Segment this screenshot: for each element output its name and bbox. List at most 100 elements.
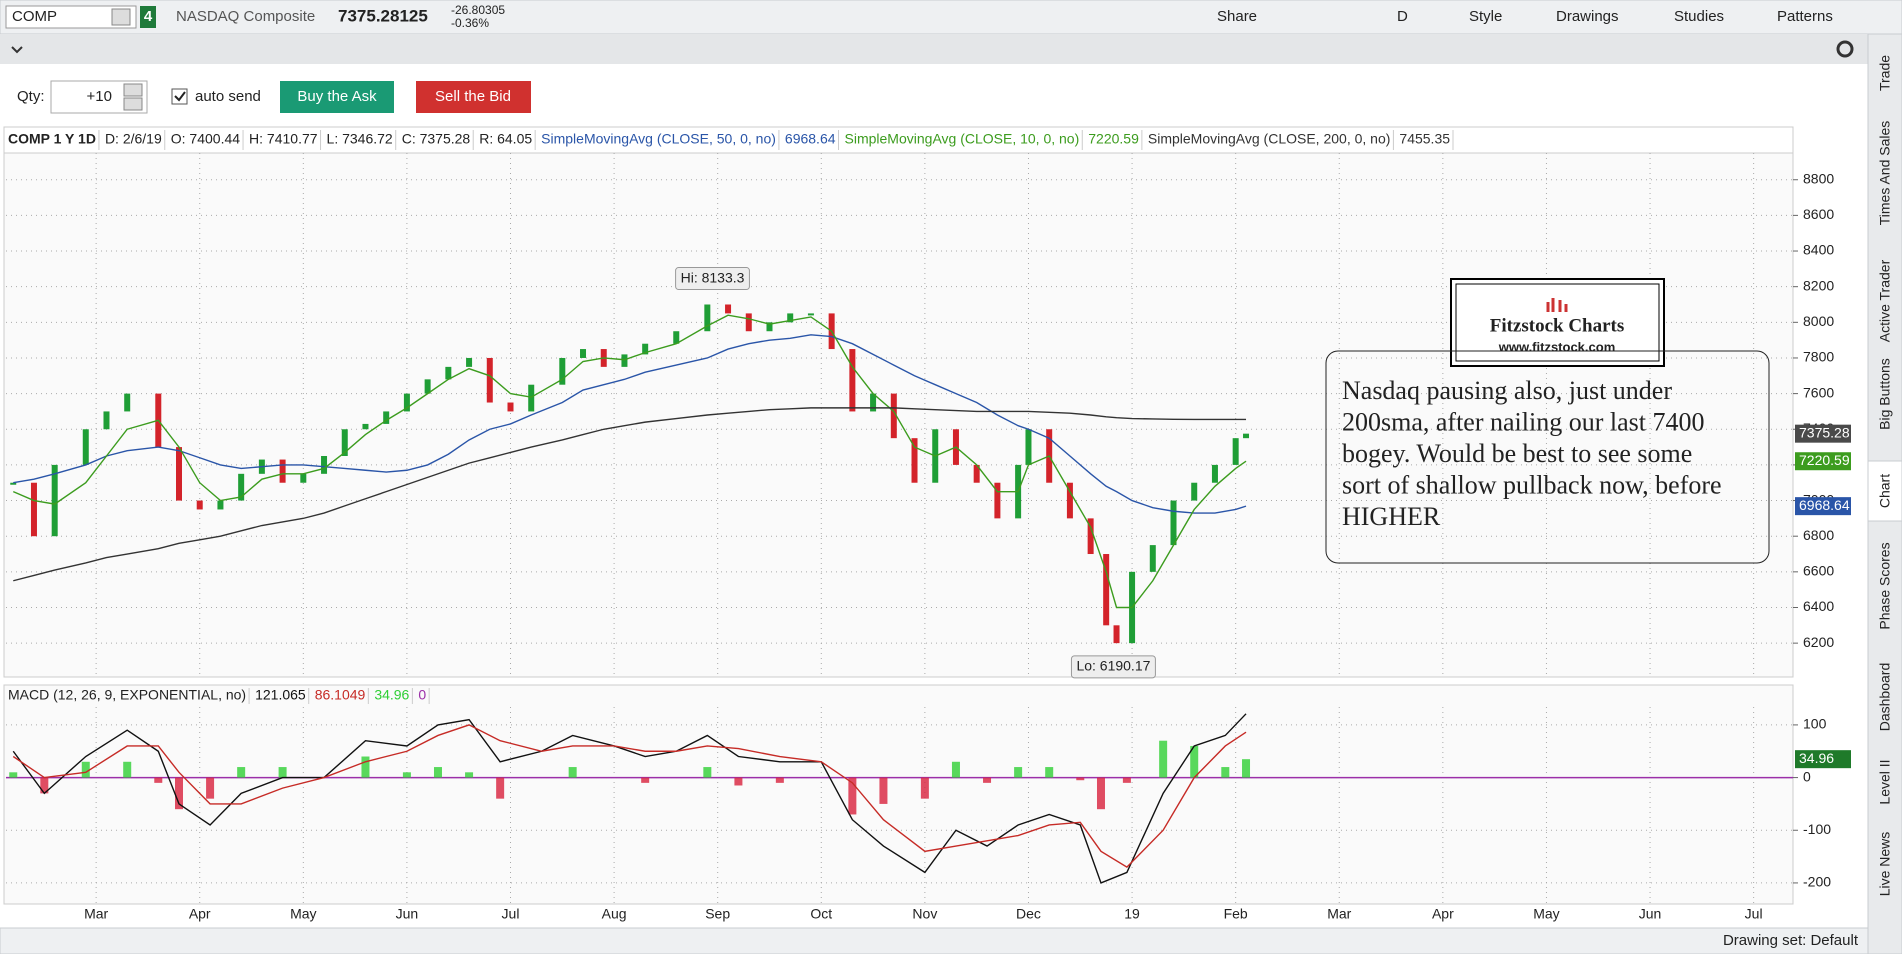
- candle: [103, 411, 110, 430]
- link-box[interactable]: [140, 6, 156, 28]
- candle: [341, 429, 348, 456]
- candle: [124, 393, 131, 412]
- x-tick-label: Feb: [1224, 906, 1248, 922]
- histogram-bar: [9, 772, 18, 778]
- candle: [673, 331, 680, 344]
- histogram-bar: [734, 777, 743, 786]
- logo-title: Fitzstock Charts: [1490, 315, 1625, 336]
- x-tick-label: Jun: [1639, 906, 1662, 922]
- candle: [1103, 554, 1110, 626]
- histogram-bar: [1014, 767, 1023, 778]
- candle: [528, 384, 535, 412]
- sidebar-tab[interactable]: Big Buttons: [1877, 358, 1893, 430]
- series-line: [12, 314, 1247, 609]
- series-line: [12, 724, 1247, 869]
- candle: [321, 455, 328, 474]
- qty-down[interactable]: [123, 97, 143, 111]
- y-tick-label: 6600: [1803, 563, 1834, 579]
- sidebar-tab[interactable]: Trade: [1877, 55, 1893, 91]
- candle: [507, 402, 514, 412]
- symbol-dropdown[interactable]: [111, 8, 131, 26]
- sidebar-tab[interactable]: Times And Sales: [1877, 121, 1893, 226]
- symbol-box[interactable]: [5, 5, 137, 29]
- note-line: sort of shallow pullback now, before: [1342, 470, 1722, 499]
- note-box: [1325, 350, 1770, 564]
- last-price: 7375.28125: [338, 6, 428, 25]
- sub-toolbar: [0, 34, 1868, 64]
- histogram-bar: [361, 756, 370, 778]
- price-badge-label: 7375.28: [1799, 424, 1850, 440]
- qty-up[interactable]: [123, 83, 143, 97]
- price-badge-label: 7220.59: [1799, 452, 1850, 468]
- toolbar-button[interactable]: Style: [1469, 8, 1502, 25]
- candle: [51, 464, 58, 537]
- header-item: R: 64.05: [479, 131, 532, 147]
- histogram-bar: [1190, 745, 1199, 778]
- x-tick-label: Jul: [1745, 906, 1763, 922]
- sell-button[interactable]: [416, 81, 531, 113]
- candle: [890, 393, 897, 439]
- auto-send-label: auto send: [195, 88, 261, 105]
- histogram-bar: [568, 767, 577, 778]
- sidebar-tab[interactable]: Level II: [1877, 759, 1893, 804]
- sidebar-tab[interactable]: Live News: [1877, 832, 1893, 897]
- candle: [466, 357, 473, 367]
- note-line: HIGHER: [1342, 502, 1441, 531]
- macd-panel: [3, 684, 1794, 905]
- toolbar-button[interactable]: D: [1397, 8, 1408, 25]
- sidebar-tab[interactable]: Dashboard: [1877, 663, 1893, 732]
- toolbar-button[interactable]: Drawings: [1556, 8, 1619, 25]
- sidebar-tab[interactable]: Phase Scores: [1877, 542, 1893, 629]
- auto-send-checkbox[interactable]: [171, 88, 188, 105]
- toolbar-button[interactable]: Share: [1217, 8, 1257, 25]
- histogram-bar: [951, 761, 960, 778]
- drawing-set[interactable]: Drawing set: Default: [1723, 932, 1859, 949]
- buy-button[interactable]: [280, 81, 394, 113]
- histogram-bar: [879, 777, 888, 804]
- candle: [82, 429, 89, 465]
- logo-inner: [1455, 283, 1660, 362]
- settings-icon[interactable]: [1836, 40, 1854, 58]
- x-tick-label: Mar: [84, 906, 108, 922]
- sidebar-tab[interactable]: Chart: [1877, 474, 1893, 508]
- annotation: Lo: 6190.17: [1076, 658, 1150, 674]
- histogram-bar: [1076, 777, 1085, 781]
- price-badge: [1795, 424, 1851, 443]
- candle: [621, 354, 628, 367]
- header-item: SimpleMovingAvg (CLOSE, 50, 0, no): [541, 131, 776, 147]
- note-line: bogey. Would be best to see some: [1342, 439, 1692, 468]
- annotation-box: [1070, 655, 1156, 679]
- histogram-bar: [1242, 759, 1251, 778]
- candle: [1232, 438, 1239, 465]
- candle: [217, 500, 224, 510]
- qty-label: Qty:: [17, 88, 45, 105]
- histogram-bar: [496, 777, 505, 799]
- candle: [725, 304, 732, 314]
- note-line: 200sma, after nailing our last 7400: [1342, 407, 1704, 436]
- logo-url: www.fitzstock.com: [1498, 339, 1616, 354]
- toolbar-button[interactable]: Studies: [1674, 8, 1724, 25]
- candle: [1191, 482, 1198, 501]
- y-tick-label: 6800: [1803, 527, 1834, 543]
- toolbar-button[interactable]: Patterns: [1777, 8, 1833, 25]
- collapse-icon[interactable]: [11, 46, 23, 54]
- description: NASDAQ Composite: [176, 8, 315, 25]
- candle: [10, 482, 17, 485]
- histogram-bar: [703, 767, 712, 778]
- y-tick-label: 8200: [1803, 277, 1834, 293]
- header-item: D: 2/6/19: [105, 131, 162, 147]
- status-bar: [0, 927, 1869, 954]
- candle: [642, 343, 649, 355]
- study-header: [3, 126, 1794, 154]
- header-item: MACD (12, 26, 9, EXPONENTIAL, no): [8, 687, 246, 703]
- x-tick-label: 19: [1124, 906, 1140, 922]
- annotation: Hi: 8133.3: [681, 269, 745, 285]
- candle: [1113, 625, 1120, 644]
- histogram-bar: [1221, 767, 1230, 778]
- candle: [994, 482, 1001, 519]
- candle: [383, 411, 390, 424]
- price-panel: [3, 152, 1794, 678]
- sidebar-tab[interactable]: Active Trader: [1877, 259, 1893, 342]
